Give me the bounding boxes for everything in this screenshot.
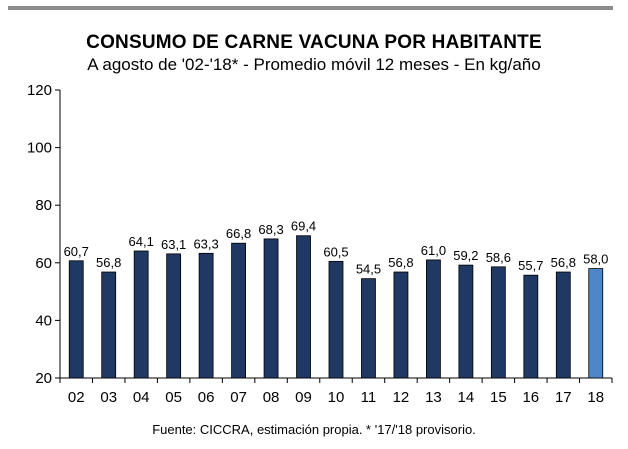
bar-12 [393,271,409,379]
bar-02 [68,260,84,379]
x-tick-label-16: 16 [522,389,539,406]
x-tick-label-18: 18 [587,389,604,406]
data-label-14: 59,2 [453,248,478,263]
bar-13 [426,259,441,379]
chart-subtitle: A agosto de '02-'18* - Promedio móvil 12… [87,55,541,74]
data-label-16: 55,7 [518,258,543,273]
y-tick-label: 80 [35,197,52,214]
y-tick-label: 60 [35,255,52,272]
bar-04 [133,250,149,379]
y-tick-label: 100 [27,140,52,157]
data-label-12: 56,8 [388,255,413,270]
bar-08 [263,238,279,379]
y-tick-label: 40 [35,312,52,329]
x-tick-label-08: 08 [263,389,280,406]
data-label-07: 66,8 [226,226,251,241]
bar-18 [588,268,604,379]
bar-10 [328,260,344,379]
top-rule [8,6,613,10]
bar-06 [198,252,214,379]
data-label-09: 69,4 [291,219,316,234]
y-tick-label: 120 [27,82,52,99]
bar-15 [490,266,506,379]
bar-16 [523,274,539,379]
data-label-02: 60,7 [64,244,89,259]
x-tick-label-07: 07 [230,389,247,406]
bar-07 [231,242,246,379]
data-label-10: 60,5 [323,244,348,259]
data-label-18: 58,0 [583,252,608,267]
data-label-15: 58,6 [486,250,511,265]
x-tick-label-02: 02 [68,389,85,406]
y-tick-label: 20 [35,370,52,387]
x-tick-label-10: 10 [328,389,345,406]
bar-17 [555,271,571,379]
bar-03 [101,271,117,379]
x-tick-label-05: 05 [165,389,182,406]
x-tick-label-04: 04 [133,389,150,406]
x-tick-label-14: 14 [458,389,475,406]
bar-05 [166,253,182,379]
data-label-17: 56,8 [551,255,576,270]
x-tick-label-11: 11 [361,389,377,406]
data-label-13: 61,0 [421,243,446,258]
data-label-06: 63,3 [193,236,218,251]
x-tick-label-12: 12 [393,389,410,406]
bar-14 [458,264,474,379]
data-label-11: 54,5 [356,262,381,277]
bar-11 [361,278,376,379]
x-tick-label-15: 15 [490,389,507,406]
x-tick-label-06: 06 [198,389,215,406]
data-label-08: 68,3 [258,222,283,237]
x-tick-label-09: 09 [295,389,312,406]
bar-09 [296,235,311,379]
data-label-05: 63,1 [161,237,186,252]
x-tick-label-03: 03 [100,389,117,406]
data-label-04: 64,1 [129,234,154,249]
x-tick-label-13: 13 [425,389,442,406]
source-note: Fuente: CICCRA, estimación propia. * '17… [152,422,476,437]
chart-title: CONSUMO DE CARNE VACUNA POR HABITANTE [86,32,542,53]
data-label-03: 56,8 [96,255,121,270]
x-tick-label-17: 17 [555,389,572,406]
